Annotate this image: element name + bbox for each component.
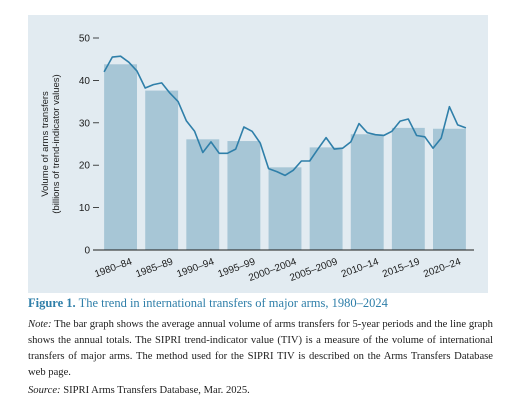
figure-source: Source: SIPRI Arms Transfers Database, M… [28, 383, 493, 399]
bar [391, 127, 425, 250]
y-tick-label: 20 [79, 161, 91, 172]
y-axis-ticks: 0 10 20 30 40 50 [79, 34, 99, 257]
bar [433, 128, 466, 250]
bar [104, 64, 137, 250]
note-label: Note: [28, 319, 52, 330]
chart-panel: Volume of arms transfers (billions of tre… [28, 15, 488, 293]
chart-svg: Volume of arms transfers (billions of tre… [40, 34, 474, 284]
y-tick-label: 50 [79, 34, 91, 45]
y-tick-label: 40 [79, 76, 91, 87]
y-axis-title-line: Volume of arms transfers [40, 91, 51, 197]
bar [227, 141, 261, 250]
x-tick-label: 2015–19 [381, 256, 422, 280]
bar [145, 90, 179, 251]
y-axis-title-line: (billions of trend-indicator values) [51, 74, 62, 213]
bars [104, 64, 466, 251]
figure-title-text: The trend in international transfers of … [78, 296, 388, 310]
x-tick-label: 1980–84 [93, 256, 134, 280]
y-tick-label: 30 [79, 118, 91, 129]
annual-total-line [103, 55, 467, 177]
y-axis-title: Volume of arms transfers (billions of tre… [40, 74, 62, 213]
x-tick-label: 1990–94 [175, 256, 216, 280]
bar [309, 147, 343, 250]
figure-title: Figure 1. The trend in international tra… [28, 296, 493, 311]
figure-label: Figure 1. [28, 296, 76, 310]
source-text: SIPRI Arms Transfers Database, Mar. 2025… [63, 385, 250, 396]
note-text: The bar graph shows the average annual v… [28, 319, 493, 378]
bar [268, 167, 302, 250]
figure-note: Note: The bar graph shows the average an… [28, 317, 493, 381]
x-tick-label: 2010–14 [340, 256, 381, 280]
x-tick-label: 2005–2009 [288, 256, 339, 284]
y-tick-label: 0 [84, 246, 90, 257]
y-tick-label: 10 [79, 203, 91, 214]
x-axis-ticks: 1980–84 1985–89 1990–94 1995–992000–2004200… [93, 256, 463, 284]
bar [350, 134, 384, 250]
x-tick-label: 1985–89 [134, 256, 175, 280]
bar [186, 139, 220, 250]
x-tick-label: 2020–24 [422, 256, 463, 280]
source-label: Source: [28, 385, 61, 396]
figure-caption: Figure 1. The trend in international tra… [28, 296, 493, 399]
